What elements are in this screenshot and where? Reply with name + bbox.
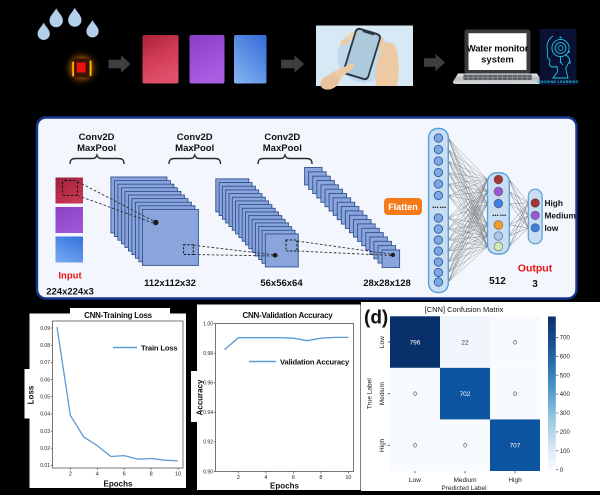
svg-text:6: 6 xyxy=(292,475,295,481)
svg-text:700: 700 xyxy=(560,336,571,342)
svg-text:Flatten: Flatten xyxy=(388,202,418,212)
svg-text:702: 702 xyxy=(460,391,471,398)
svg-text:Medium: Medium xyxy=(379,382,386,405)
svg-text:Medium: Medium xyxy=(453,477,476,484)
svg-text:4: 4 xyxy=(96,472,99,478)
svg-text:CNN-Validation Accuracy: CNN-Validation Accuracy xyxy=(243,311,334,320)
svg-text:3: 3 xyxy=(532,279,538,290)
svg-text:796: 796 xyxy=(410,339,421,346)
svg-text:8: 8 xyxy=(319,475,322,481)
svg-text:56x56x64: 56x56x64 xyxy=(260,278,303,289)
svg-text:0.92: 0.92 xyxy=(203,440,213,446)
svg-text:500: 500 xyxy=(560,373,571,379)
svg-text:Conv2D: Conv2D xyxy=(264,132,300,143)
svg-text:0.98: 0.98 xyxy=(203,351,213,357)
svg-text:10: 10 xyxy=(345,475,351,481)
svg-text:0.94: 0.94 xyxy=(203,410,213,416)
svg-text:Input: Input xyxy=(58,270,82,281)
svg-text:Loss: Loss xyxy=(27,385,36,404)
svg-text:system: system xyxy=(481,55,514,66)
svg-text:0.02: 0.02 xyxy=(40,446,50,452)
svg-text:0.08: 0.08 xyxy=(40,343,50,349)
svg-text:Train Loss: Train Loss xyxy=(141,343,177,352)
svg-text:Low: Low xyxy=(379,336,386,348)
svg-text:[CNN] Confusion Matrix: [CNN] Confusion Matrix xyxy=(425,305,504,314)
svg-text:MaxPool: MaxPool xyxy=(77,143,116,154)
svg-text:8: 8 xyxy=(150,472,153,478)
svg-text:Conv2D: Conv2D xyxy=(79,132,115,143)
svg-text:Output: Output xyxy=(518,263,553,275)
svg-text:Medium: Medium xyxy=(545,211,576,221)
svg-text:low: low xyxy=(545,223,559,233)
svg-text:112x112x32: 112x112x32 xyxy=(144,278,196,289)
svg-text:0: 0 xyxy=(413,391,417,398)
svg-text:0.04: 0.04 xyxy=(40,412,50,418)
svg-text:True Label: True Label xyxy=(367,378,374,409)
svg-text:0.90: 0.90 xyxy=(203,469,213,475)
svg-text:0.07: 0.07 xyxy=(40,360,50,366)
svg-text:400: 400 xyxy=(560,392,571,398)
svg-text:2: 2 xyxy=(237,475,240,481)
svg-text:Epochs: Epochs xyxy=(270,482,299,491)
svg-text:2: 2 xyxy=(69,472,72,478)
svg-text:0: 0 xyxy=(413,443,417,450)
svg-text:224x224x3: 224x224x3 xyxy=(46,287,94,298)
svg-text:CNN-Training Loss: CNN-Training Loss xyxy=(84,311,153,320)
svg-text:(d): (d) xyxy=(364,308,388,329)
svg-text:Predicted Label: Predicted Label xyxy=(441,485,487,492)
svg-text:200: 200 xyxy=(560,430,571,436)
svg-text:0: 0 xyxy=(463,443,467,450)
svg-text:0: 0 xyxy=(560,468,564,474)
svg-text:Epochs: Epochs xyxy=(104,480,133,489)
svg-text:100: 100 xyxy=(560,449,571,455)
svg-text:Water monitor: Water monitor xyxy=(467,44,529,55)
svg-text:MaxPool: MaxPool xyxy=(263,143,302,154)
svg-text:0: 0 xyxy=(513,391,517,398)
svg-text:Accuracy: Accuracy xyxy=(196,379,205,416)
svg-text:High: High xyxy=(545,198,563,208)
svg-text:0.09: 0.09 xyxy=(40,326,50,332)
svg-text:512: 512 xyxy=(489,276,506,287)
svg-text:0.01: 0.01 xyxy=(40,463,50,469)
svg-text:10: 10 xyxy=(175,472,181,478)
svg-text:Validation Accuracy: Validation Accuracy xyxy=(280,357,350,366)
svg-text:6: 6 xyxy=(123,472,126,478)
svg-text:707: 707 xyxy=(510,443,521,450)
svg-text:MACHINE LEARNING: MACHINE LEARNING xyxy=(537,80,578,84)
svg-text:28x28x128: 28x28x128 xyxy=(363,278,411,289)
svg-text:0: 0 xyxy=(513,339,517,346)
svg-text:22: 22 xyxy=(461,339,469,346)
svg-text:4: 4 xyxy=(264,475,267,481)
svg-text:High: High xyxy=(379,438,386,452)
svg-text:High: High xyxy=(508,477,522,484)
svg-text:0.03: 0.03 xyxy=(40,429,50,435)
svg-text:0.05: 0.05 xyxy=(40,395,50,401)
svg-text:600: 600 xyxy=(560,354,571,360)
svg-text:0.06: 0.06 xyxy=(40,377,50,383)
svg-text:Conv2D: Conv2D xyxy=(177,132,213,143)
svg-text:300: 300 xyxy=(560,411,571,417)
svg-text:MaxPool: MaxPool xyxy=(175,143,214,154)
svg-text:1.00: 1.00 xyxy=(203,322,213,328)
svg-text:Low: Low xyxy=(409,477,421,484)
svg-text:0.96: 0.96 xyxy=(203,381,213,387)
